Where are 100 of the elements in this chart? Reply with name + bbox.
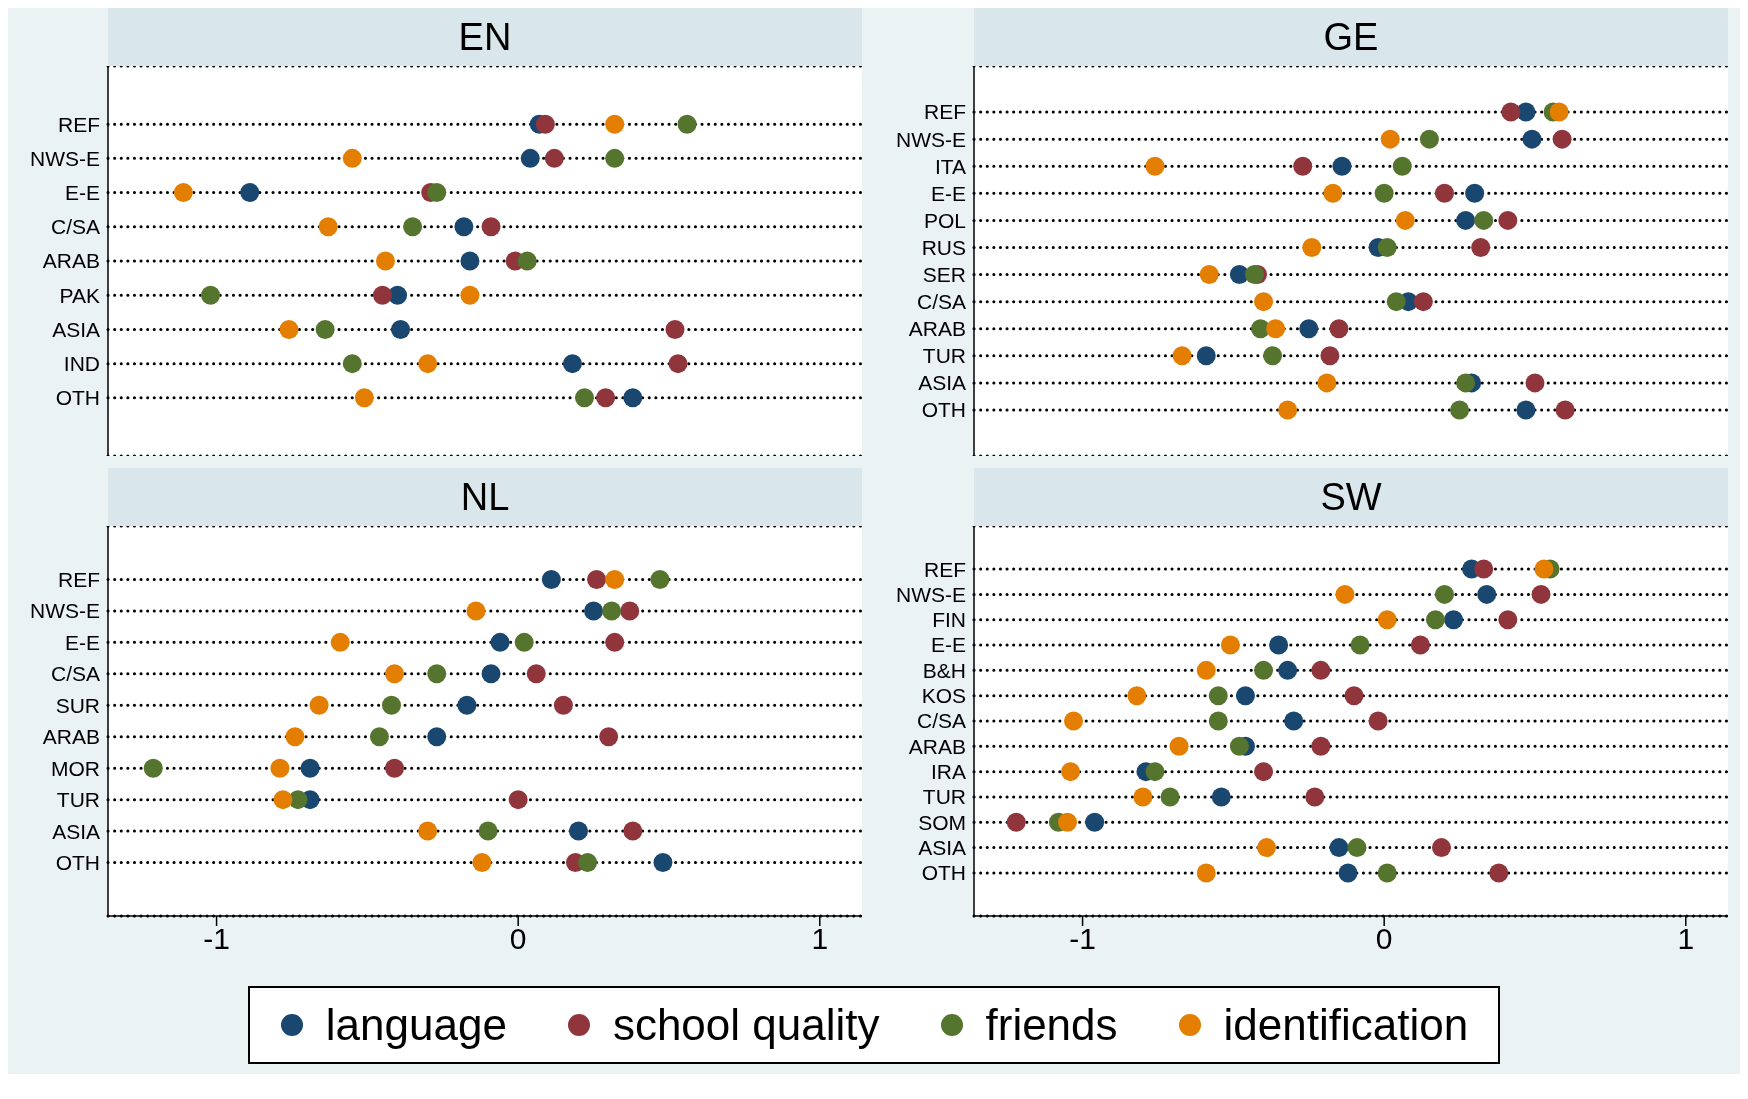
point [541, 569, 561, 589]
point [1471, 237, 1491, 257]
y-tick-label: TUR [922, 785, 966, 809]
point [279, 319, 299, 339]
point [605, 148, 625, 168]
point [508, 790, 528, 810]
point [418, 821, 438, 841]
x-tick-label: 1 [1677, 922, 1695, 956]
point [1498, 210, 1518, 230]
point [1350, 635, 1370, 655]
point [481, 664, 501, 684]
point [1133, 787, 1153, 807]
point [1211, 787, 1231, 807]
point [1254, 660, 1274, 680]
point [1058, 812, 1077, 832]
point [1425, 610, 1445, 630]
point [382, 695, 401, 715]
chart-title: GE [974, 8, 1728, 66]
point [342, 354, 362, 374]
point [1450, 400, 1470, 420]
point [1145, 762, 1165, 782]
point [650, 569, 670, 589]
point [1456, 210, 1476, 230]
point [1263, 346, 1283, 366]
point [1305, 787, 1325, 807]
point [481, 217, 501, 237]
point [1323, 183, 1343, 203]
point [1329, 319, 1349, 339]
y-tick-label: KOS [921, 684, 966, 708]
point [418, 354, 438, 374]
point [1392, 156, 1412, 176]
point [584, 601, 604, 621]
point [623, 821, 643, 841]
point [1199, 265, 1219, 285]
y-tick-label: REF [924, 557, 966, 581]
y-tick-label: NWS-E [30, 599, 100, 623]
point [526, 664, 546, 684]
point [1380, 129, 1400, 149]
point [1220, 635, 1240, 655]
point [1299, 319, 1319, 339]
point [1160, 787, 1180, 807]
point [1335, 584, 1355, 604]
point [1196, 346, 1216, 366]
x-tick-label: 0 [509, 922, 527, 956]
point [1474, 559, 1494, 579]
point [369, 727, 389, 747]
y-tick-label: FIN [932, 608, 966, 632]
y-tick-label: OTH [55, 386, 100, 410]
point [318, 217, 338, 237]
point [1085, 812, 1105, 832]
point [562, 354, 582, 374]
point [427, 727, 447, 747]
y-tick-label: OTH [921, 398, 966, 422]
point [273, 790, 293, 810]
point [1456, 373, 1476, 393]
point [1386, 292, 1406, 312]
point [1302, 237, 1322, 257]
point [1254, 292, 1274, 312]
point [1269, 635, 1289, 655]
point [472, 853, 492, 873]
point [1465, 183, 1485, 203]
chart-title: SW [974, 468, 1728, 526]
y-tick-label: C/SA [916, 709, 966, 733]
point [1311, 660, 1331, 680]
y-tick-label: REF [924, 100, 966, 124]
point [1208, 686, 1228, 706]
point [1444, 610, 1464, 630]
point [1284, 711, 1304, 731]
point [466, 601, 486, 621]
point [1522, 129, 1542, 149]
point [623, 388, 643, 408]
point [1431, 838, 1451, 858]
point [1172, 346, 1192, 366]
y-tick-label: REF [58, 567, 100, 591]
y-tick-label: IND [63, 352, 100, 376]
point [1525, 373, 1545, 393]
point [605, 632, 625, 652]
y-tick-label: C/SA [916, 290, 966, 314]
y-tick-label: NWS-E [896, 582, 966, 606]
point [1344, 686, 1364, 706]
point [1501, 102, 1521, 122]
point [385, 664, 405, 684]
point [1145, 156, 1165, 176]
point [385, 758, 405, 778]
y-tick-label: IRA [930, 760, 966, 784]
point [1266, 319, 1286, 339]
y-tick-label: SOM [918, 810, 966, 834]
y-tick-label: PAK [59, 283, 100, 307]
point [517, 251, 537, 271]
point [1229, 736, 1249, 756]
y-tick-label: C/SA [50, 215, 100, 239]
point [553, 695, 573, 715]
point [1311, 736, 1331, 756]
point [599, 727, 619, 747]
point [1257, 838, 1277, 858]
point [1208, 711, 1228, 731]
point [1368, 711, 1388, 731]
y-tick-label: ASIA [52, 317, 100, 341]
point [535, 114, 555, 134]
point [454, 217, 474, 237]
